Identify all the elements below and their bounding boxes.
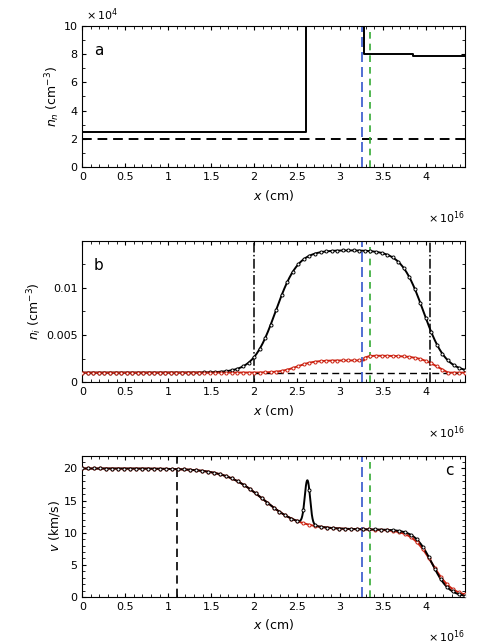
Text: c: c (445, 463, 453, 478)
Y-axis label: $n_i$ (cm$^{-3}$): $n_i$ (cm$^{-3}$) (26, 282, 45, 340)
Text: $\times\,10^4$: $\times\,10^4$ (86, 6, 118, 23)
X-axis label: $x$ (cm): $x$ (cm) (253, 403, 294, 417)
X-axis label: $x$ (cm): $x$ (cm) (253, 618, 294, 632)
Text: b: b (94, 257, 104, 273)
Text: a: a (94, 42, 103, 58)
Y-axis label: $n_n$ (cm$^{-3}$): $n_n$ (cm$^{-3}$) (44, 66, 62, 127)
X-axis label: $x$ (cm): $x$ (cm) (253, 187, 294, 202)
Text: $\times\,10^{16}$: $\times\,10^{16}$ (428, 424, 465, 441)
Text: $\times\,10^{16}$: $\times\,10^{16}$ (428, 628, 465, 642)
Y-axis label: $v$ (km/s): $v$ (km/s) (47, 500, 62, 553)
Text: $\times\,10^{16}$: $\times\,10^{16}$ (428, 209, 465, 226)
